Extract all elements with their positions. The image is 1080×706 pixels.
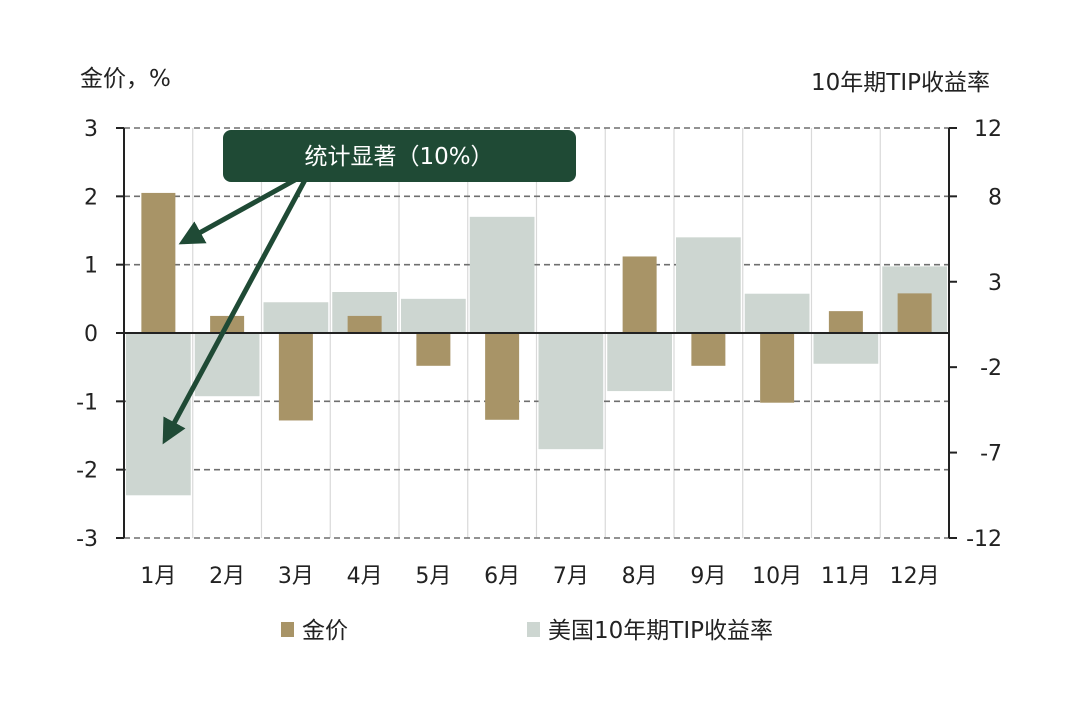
bar-gold-price	[622, 256, 657, 333]
x-tick-label: 8月	[622, 564, 658, 589]
annotation-arrow-gold	[178, 177, 297, 245]
bar-gold-price	[691, 333, 726, 366]
bar-gold-price	[760, 333, 795, 403]
legend-swatch-tip	[527, 622, 540, 637]
bar-gold-price	[485, 333, 520, 420]
x-tick-label: 10月	[752, 564, 802, 589]
legend-label-gold: 金价	[302, 618, 348, 644]
left-tick-label: -2	[76, 459, 98, 484]
x-tick-label: 6月	[484, 564, 520, 589]
annotation-box	[223, 130, 576, 182]
left-tick-label: -1	[76, 390, 98, 415]
legend-swatch-gold	[281, 622, 294, 637]
left-tick-label: 1	[84, 254, 98, 279]
bar-tip-yield	[676, 237, 741, 333]
bar-gold-price	[416, 333, 451, 366]
bar-gold-price	[141, 192, 176, 333]
bar-tip-yield	[813, 333, 879, 364]
left-tick-label: 0	[84, 322, 98, 347]
x-tick-label: 2月	[209, 564, 245, 589]
x-tick-label: 12月	[890, 564, 940, 589]
left-axis-ticks: 3 2 1 0 -1 -2 -3	[76, 117, 124, 552]
bar-gold-price	[828, 311, 863, 333]
annotation-label: 统计显著（10%）	[304, 144, 493, 170]
x-tick-label: 9月	[690, 564, 726, 589]
bar-tip-yield	[469, 216, 535, 333]
x-tick-label: 1月	[140, 564, 176, 589]
legend-label-tip: 美国10年期TIP收益率	[548, 618, 773, 644]
left-tick-label: 3	[84, 117, 98, 142]
right-axis-ticks: 12 8 3 -2 -7 -12	[949, 117, 1002, 552]
x-tick-label: 7月	[553, 564, 589, 589]
bar-tip-yield	[401, 298, 466, 333]
right-tick-label: -2	[980, 356, 1002, 381]
gold-price-bars	[141, 192, 932, 421]
left-tick-label: 2	[84, 185, 98, 210]
x-tick-label: 11月	[821, 564, 871, 589]
right-tick-label: 12	[974, 117, 1002, 142]
right-axis-title: 10年期TIP收益率	[811, 70, 990, 96]
bar-tip-yield	[744, 293, 810, 333]
annotation-arrow-tip	[162, 178, 308, 445]
bar-gold-price	[347, 315, 382, 333]
bar-tip-yield	[538, 333, 604, 450]
legend: 金价 美国10年期TIP收益率	[281, 618, 773, 644]
bar-tip-yield	[607, 333, 672, 392]
right-tick-label: 8	[988, 185, 1002, 210]
x-tick-label: 3月	[278, 564, 314, 589]
left-tick-label: -3	[76, 527, 98, 552]
bar-gold-price	[278, 333, 313, 421]
x-axis-ticks: 1月 2月 3月 4月 5月 6月 7月 8月 9月 10月 11月 12月	[140, 564, 939, 589]
left-axis-title: 金价，%	[80, 66, 171, 92]
right-tick-label: -12	[966, 527, 1002, 552]
bar-gold-price	[897, 293, 932, 333]
x-tick-label: 4月	[347, 564, 383, 589]
significance-annotation: 统计显著（10%）	[162, 130, 576, 445]
right-tick-label: 3	[988, 271, 1002, 296]
right-tick-label: -7	[980, 442, 1002, 467]
x-tick-label: 5月	[415, 564, 451, 589]
bar-tip-yield	[263, 302, 329, 333]
